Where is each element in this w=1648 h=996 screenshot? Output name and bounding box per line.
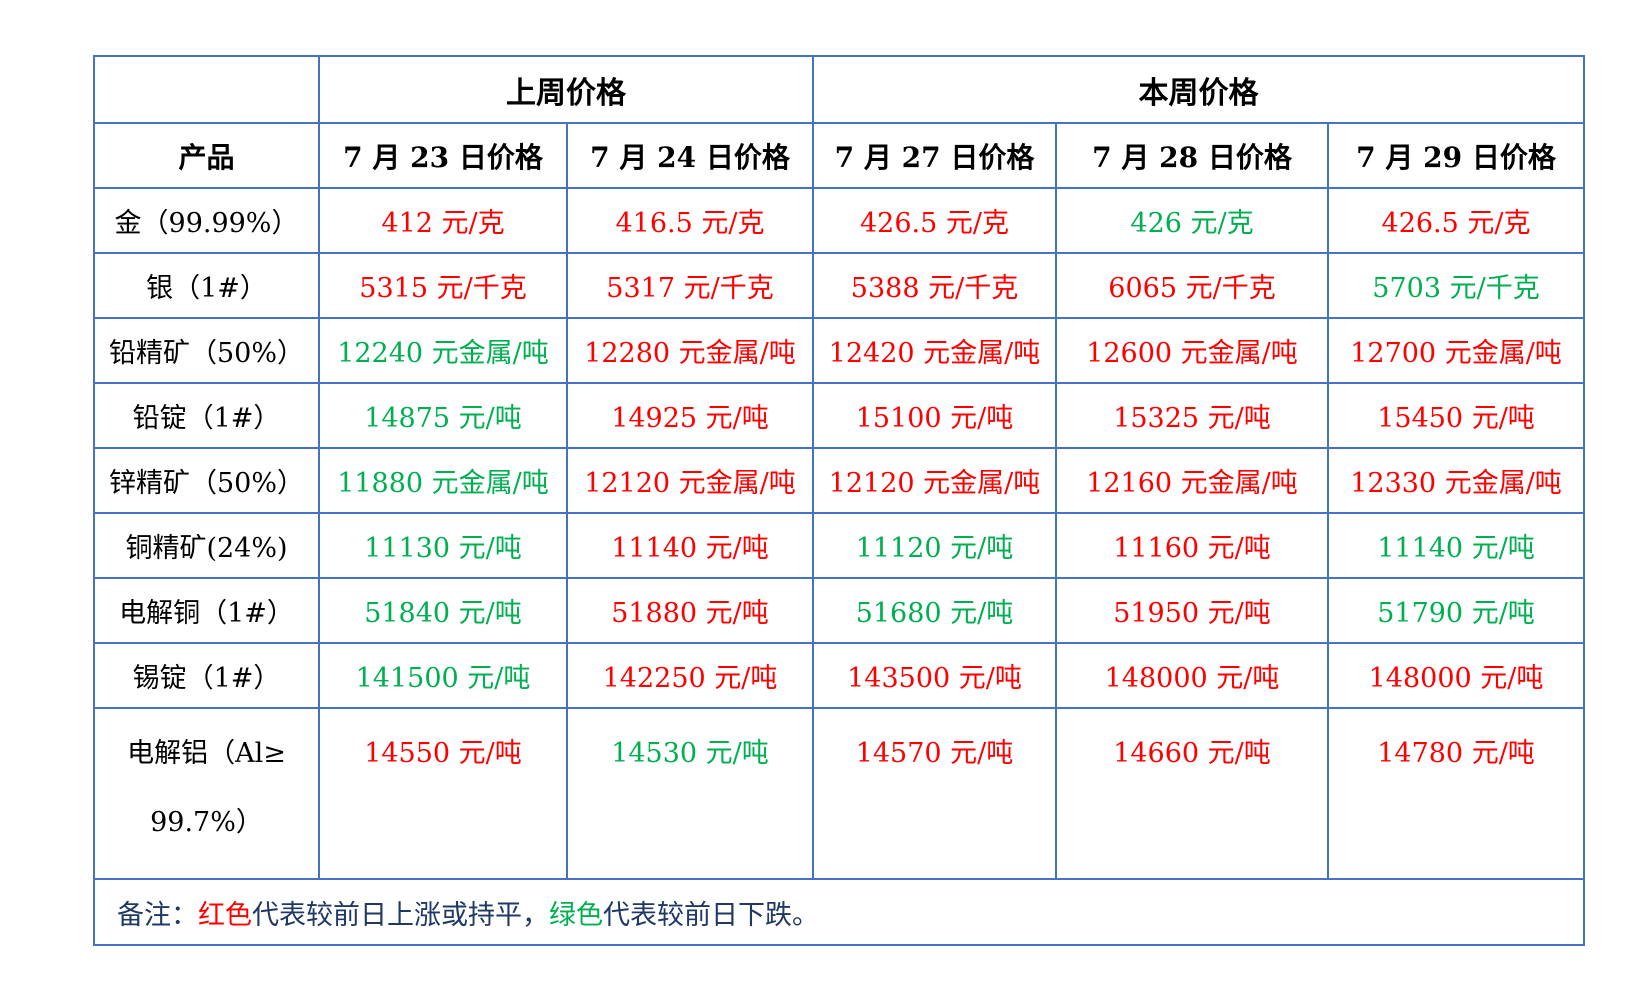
column-header-jul28: 7 月 28 日价格: [1055, 122, 1329, 189]
note-green-label: 绿色: [549, 899, 603, 931]
product-name-line2: 99.7%）: [150, 807, 263, 838]
price-cell: 51950 元/吨: [1055, 577, 1329, 644]
price-cell: 412 元/克: [318, 187, 568, 254]
price-cell: 14530 元/吨: [566, 707, 814, 880]
price-cell: 11880 元金属/吨: [318, 447, 568, 514]
price-cell: 11140 元/吨: [566, 512, 814, 579]
price-cell: 416.5 元/克: [566, 187, 814, 254]
product-cell: 金（99.99%）: [93, 187, 320, 254]
price-cell: 12240 元金属/吨: [318, 317, 568, 384]
price-cell: 6065 元/千克: [1055, 252, 1329, 319]
price-cell: 51790 元/吨: [1326, 577, 1586, 644]
header-dates-row: 产品 7 月 23 日价格 7 月 24 日价格 7 月 27 日价格 7 月 …: [93, 122, 1586, 189]
table-row-tin-ingot: 锡锭（1#） 141500 元/吨 142250 元/吨 143500 元/吨 …: [93, 642, 1586, 709]
price-cell: 14780 元/吨: [1326, 707, 1586, 880]
price-cell: 426.5 元/克: [1326, 187, 1586, 254]
product-cell: 铅精矿（50%）: [93, 317, 320, 384]
note-red-desc: 代表较前日上涨或持平，: [252, 899, 549, 931]
note-red-label: 红色: [198, 899, 252, 931]
table-row-electrolytic-copper: 电解铜（1#） 51840 元/吨 51880 元/吨 51680 元/吨 51…: [93, 577, 1586, 644]
table-row-zinc-concentrate: 锌精矿（50%） 11880 元金属/吨 12120 元金属/吨 12120 元…: [93, 447, 1586, 514]
table-row-lead-ingot: 铅锭（1#） 14875 元/吨 14925 元/吨 15100 元/吨 153…: [93, 382, 1586, 449]
table-row-gold: 金（99.99%） 412 元/克 416.5 元/克 426.5 元/克 42…: [93, 187, 1586, 254]
price-cell: 5315 元/千克: [318, 252, 568, 319]
product-cell: 电解铝（Al≥ 99.7%）: [93, 707, 320, 880]
column-header-jul24: 7 月 24 日价格: [566, 122, 814, 189]
price-cell: 426 元/克: [1055, 187, 1329, 254]
product-cell: 电解铜（1#）: [93, 577, 320, 644]
price-cell: 14660 元/吨: [1055, 707, 1329, 880]
price-cell: 15325 元/吨: [1055, 382, 1329, 449]
price-cell: 5388 元/千克: [812, 252, 1057, 319]
this-week-header: 本周价格: [811, 55, 1586, 124]
note-prefix: 备注：: [117, 899, 198, 931]
price-cell: 51840 元/吨: [318, 577, 568, 644]
price-cell: 14875 元/吨: [318, 382, 568, 449]
header-group-row: 上周价格 本周价格: [93, 55, 1586, 124]
metal-price-table: 上周价格 本周价格 产品 7 月 23 日价格 7 月 24 日价格 7 月 2…: [92, 55, 1586, 946]
last-week-header: 上周价格: [318, 55, 814, 124]
price-cell: 143500 元/吨: [812, 642, 1057, 709]
price-cell: 11120 元/吨: [812, 512, 1057, 579]
price-cell: 12160 元金属/吨: [1055, 447, 1329, 514]
column-header-jul29: 7 月 29 日价格: [1326, 122, 1586, 189]
price-cell: 11160 元/吨: [1055, 512, 1329, 579]
price-cell: 15450 元/吨: [1326, 382, 1586, 449]
product-name-line1: 电解铝（Al≥: [127, 738, 286, 769]
product-cell: 铜精矿(24%): [93, 512, 320, 579]
table-row-electrolytic-aluminum: 电解铝（Al≥ 99.7%） 14550 元/吨 14530 元/吨 14570 …: [93, 707, 1586, 880]
product-cell: 银（1#）: [93, 252, 320, 319]
price-cell: 141500 元/吨: [318, 642, 568, 709]
price-cell: 12120 元金属/吨: [812, 447, 1057, 514]
product-cell: 铅锭（1#）: [93, 382, 320, 449]
price-cell: 12600 元金属/吨: [1055, 317, 1329, 384]
note-green-desc: 代表较前日下跌。: [603, 899, 819, 931]
price-cell: 51680 元/吨: [812, 577, 1057, 644]
price-cell: 12420 元金属/吨: [812, 317, 1057, 384]
price-cell: 5317 元/千克: [566, 252, 814, 319]
price-cell: 15100 元/吨: [812, 382, 1057, 449]
price-cell: 11130 元/吨: [318, 512, 568, 579]
price-cell: 12330 元金属/吨: [1326, 447, 1586, 514]
price-cell: 12280 元金属/吨: [566, 317, 814, 384]
price-cell: 148000 元/吨: [1055, 642, 1329, 709]
product-cell: 锌精矿（50%）: [93, 447, 320, 514]
price-cell: 14550 元/吨: [318, 707, 568, 880]
price-cell: 142250 元/吨: [566, 642, 814, 709]
column-header-jul23: 7 月 23 日价格: [318, 122, 568, 189]
note-cell: 备注：红色代表较前日上涨或持平，绿色代表较前日下跌。: [92, 878, 1586, 946]
note-row: 备注：红色代表较前日上涨或持平，绿色代表较前日下跌。: [92, 878, 1586, 946]
product-cell: 锡锭（1#）: [93, 642, 320, 709]
price-cell: 14925 元/吨: [566, 382, 814, 449]
column-header-jul27: 7 月 27 日价格: [812, 122, 1057, 189]
column-header-product: 产品: [93, 122, 320, 189]
price-cell: 11140 元/吨: [1326, 512, 1586, 579]
price-cell: 148000 元/吨: [1326, 642, 1586, 709]
price-cell: 5703 元/千克: [1326, 252, 1586, 319]
table-row-silver: 银（1#） 5315 元/千克 5317 元/千克 5388 元/千克 6065…: [93, 252, 1586, 319]
price-cell: 14570 元/吨: [812, 707, 1057, 880]
table-row-lead-concentrate: 铅精矿（50%） 12240 元金属/吨 12280 元金属/吨 12420 元…: [93, 317, 1586, 384]
price-cell: 12700 元金属/吨: [1326, 317, 1586, 384]
price-cell: 12120 元金属/吨: [566, 447, 814, 514]
price-cell: 51880 元/吨: [566, 577, 814, 644]
table-row-copper-concentrate: 铜精矿(24%) 11130 元/吨 11140 元/吨 11120 元/吨 1…: [93, 512, 1586, 579]
corner-empty-cell: [93, 55, 320, 124]
price-cell: 426.5 元/克: [812, 187, 1057, 254]
